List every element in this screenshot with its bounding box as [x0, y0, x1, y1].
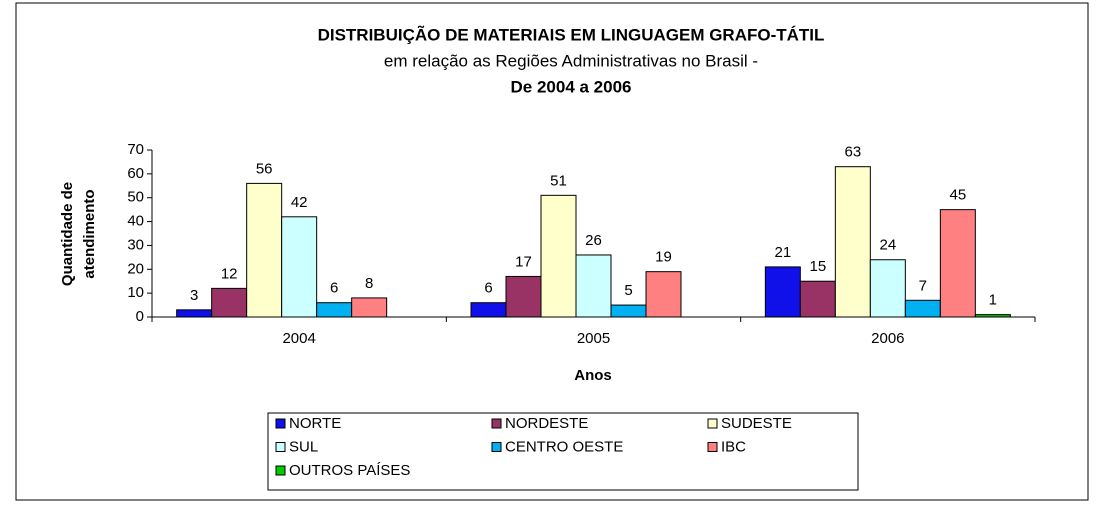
legend-swatch — [275, 418, 286, 429]
bar — [904, 299, 941, 318]
legend-swatch — [491, 418, 502, 429]
legend-label: CENTRO OESTE — [505, 438, 623, 455]
data-label: 15 — [809, 258, 826, 275]
data-label: 6 — [330, 280, 338, 297]
y-tick-label: 20 — [127, 260, 144, 277]
y-tick-label: 40 — [127, 213, 144, 230]
bar — [540, 194, 577, 318]
y-axis-label-line: atendimento — [81, 189, 98, 278]
bar — [575, 254, 612, 318]
legend-label: OUTROS PAÍSES — [289, 462, 410, 479]
bar — [176, 309, 213, 318]
data-label: 12 — [221, 265, 238, 282]
y-axis-label-line: Quantidade de — [59, 182, 76, 286]
chart-subtitle: em relação as Regiões Administrativas no… — [384, 51, 758, 70]
data-label: 26 — [585, 232, 602, 249]
data-label: 5 — [624, 282, 632, 299]
bar — [764, 266, 801, 318]
bar — [316, 302, 353, 318]
y-tick-label: 0 — [136, 308, 144, 325]
bar — [281, 216, 318, 318]
bar — [834, 166, 871, 318]
legend-swatch — [275, 465, 286, 476]
legend-label: SUDESTE — [721, 415, 792, 432]
x-tick-label: 2004 — [282, 330, 315, 347]
data-label: 3 — [190, 287, 198, 304]
legend-label: SUL — [289, 438, 318, 455]
data-label: 24 — [879, 237, 896, 254]
bar — [211, 287, 248, 318]
bar — [246, 182, 283, 318]
bar — [351, 297, 388, 318]
legend-label: NORDESTE — [505, 415, 588, 432]
x-axis-label: Anos — [574, 367, 612, 384]
bar — [939, 209, 976, 318]
legend-swatch — [707, 442, 718, 452]
x-tick-label: 2006 — [871, 330, 904, 347]
x-tick-label: 2005 — [577, 330, 610, 347]
data-label: 45 — [949, 187, 966, 204]
legend-swatch — [707, 418, 718, 429]
y-tick-label: 70 — [127, 141, 144, 158]
data-label: 19 — [655, 249, 672, 266]
y-axis-label: Quantidade de atendimento — [59, 182, 98, 286]
data-label: 51 — [550, 172, 567, 189]
data-label: 21 — [774, 244, 791, 261]
data-label: 6 — [484, 280, 492, 297]
y-tick-label: 30 — [127, 236, 144, 253]
bar — [610, 304, 647, 318]
bar — [799, 280, 836, 318]
chart-subtitle: De 2004 a 2006 — [511, 77, 632, 96]
bar — [869, 259, 906, 318]
y-tick-label: 60 — [127, 165, 144, 182]
data-label: 17 — [515, 253, 532, 270]
legend-swatch — [275, 442, 286, 452]
legend-label: IBC — [721, 438, 746, 455]
bar — [505, 275, 542, 318]
data-label: 56 — [256, 160, 273, 177]
bar — [470, 302, 507, 318]
data-label: 1 — [989, 292, 997, 309]
data-label: 7 — [919, 277, 927, 294]
data-label: 8 — [365, 275, 373, 292]
chart-title: DISTRIBUIÇÃO DE MATERIAIS EM LINGUAGEM G… — [318, 24, 825, 44]
y-tick-label: 10 — [127, 284, 144, 301]
data-label: 63 — [844, 144, 861, 161]
y-tick-label: 50 — [127, 189, 144, 206]
data-label: 42 — [291, 194, 308, 211]
bar — [645, 271, 682, 318]
legend-swatch — [491, 442, 502, 452]
legend-box — [267, 412, 859, 491]
legend-label: NORTE — [289, 415, 341, 432]
bar — [974, 314, 1011, 318]
